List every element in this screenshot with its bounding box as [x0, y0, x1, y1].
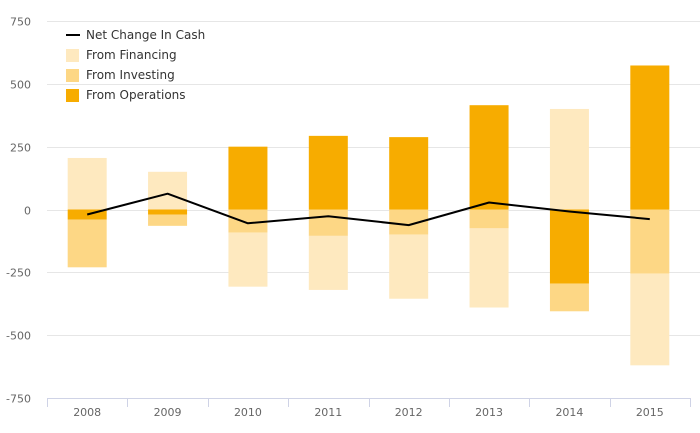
- net-change-point-2010[interactable]: [245, 220, 251, 226]
- bar-from-financing-2014[interactable]: [549, 108, 589, 210]
- net-change-point-2009[interactable]: [165, 191, 171, 197]
- bar-from-operations-2010[interactable]: [228, 146, 268, 210]
- y-tick-label: -750: [6, 393, 31, 406]
- bar-from-operations-2015[interactable]: [630, 65, 670, 210]
- legend-label: From Financing: [86, 48, 177, 62]
- bar-from-investing-2015[interactable]: [630, 209, 670, 274]
- bar-from-investing-2010[interactable]: [228, 209, 268, 233]
- bar-from-operations-2014[interactable]: [549, 209, 589, 284]
- legend[interactable]: Net Change In Cash From Financing From Inv…: [66, 28, 205, 102]
- y-tick-label: 250: [10, 142, 31, 155]
- legend-square-marker: [66, 89, 79, 102]
- legend-item-from-operations[interactable]: From Operations: [66, 88, 186, 102]
- y-tick-label: 0: [24, 205, 31, 218]
- bar-from-investing-2008[interactable]: [67, 219, 107, 268]
- x-tick-label: 2010: [234, 406, 262, 419]
- legend-label: From Operations: [86, 88, 186, 102]
- bar-from-operations-2008[interactable]: [67, 209, 107, 220]
- x-tick-label: 2013: [475, 406, 503, 419]
- net-change-line-layer: [84, 191, 653, 228]
- bar-from-investing-2011[interactable]: [308, 209, 348, 236]
- bar-from-investing-2014[interactable]: [549, 283, 589, 312]
- x-tick-label: 2008: [73, 406, 101, 419]
- bar-from-financing-2010[interactable]: [228, 232, 268, 287]
- legend-item-from-financing[interactable]: From Financing: [66, 48, 177, 62]
- bar-from-operations-2009[interactable]: [148, 209, 188, 215]
- net-change-point-2014[interactable]: [566, 209, 572, 215]
- bar-from-financing-2008[interactable]: [67, 157, 107, 210]
- y-tick-label: 750: [10, 16, 31, 29]
- bar-from-financing-2012[interactable]: [389, 234, 429, 299]
- x-tick-label: 2009: [154, 406, 182, 419]
- bar-from-investing-2013[interactable]: [469, 209, 509, 229]
- bar-from-investing-2009[interactable]: [148, 214, 188, 226]
- bar-from-financing-2013[interactable]: [469, 228, 509, 308]
- legend-square-marker: [66, 69, 79, 82]
- legend-item-net-change-in-cash[interactable]: Net Change In Cash: [66, 28, 205, 42]
- legend-label: Net Change In Cash: [86, 28, 205, 42]
- y-tick-label: 500: [10, 79, 31, 92]
- x-axis: 2008 2009 2010 2011 2012 2013 2014 2015: [47, 398, 691, 419]
- y-axis-tick-labels: -750 -500 -250 0 250 500 750: [6, 16, 31, 406]
- x-tick-label: 2011: [314, 406, 342, 419]
- net-change-line[interactable]: [86, 192, 650, 227]
- y-tick-label: -500: [6, 330, 31, 343]
- net-change-point-2011[interactable]: [325, 213, 331, 219]
- legend-square-marker: [66, 49, 79, 62]
- x-tick-label: 2014: [555, 406, 583, 419]
- legend-label: From Investing: [86, 68, 175, 82]
- bar-from-operations-2011[interactable]: [308, 135, 348, 210]
- net-change-point-2015[interactable]: [647, 216, 653, 222]
- net-change-point-2013[interactable]: [486, 199, 492, 205]
- bar-from-financing-2011[interactable]: [308, 235, 348, 290]
- bar-from-operations-2012[interactable]: [389, 137, 429, 210]
- bar-from-operations-2013[interactable]: [469, 105, 509, 210]
- y-tick-label: -250: [6, 267, 31, 280]
- x-tick-label: 2012: [395, 406, 423, 419]
- bars: [67, 65, 670, 366]
- legend-item-from-investing[interactable]: From Investing: [66, 68, 175, 82]
- net-change-point-2008[interactable]: [84, 212, 90, 218]
- bar-from-financing-2015[interactable]: [630, 273, 670, 366]
- net-change-point-2012[interactable]: [406, 222, 412, 228]
- bar-from-financing-2009[interactable]: [148, 171, 188, 210]
- x-tick-label: 2015: [636, 406, 664, 419]
